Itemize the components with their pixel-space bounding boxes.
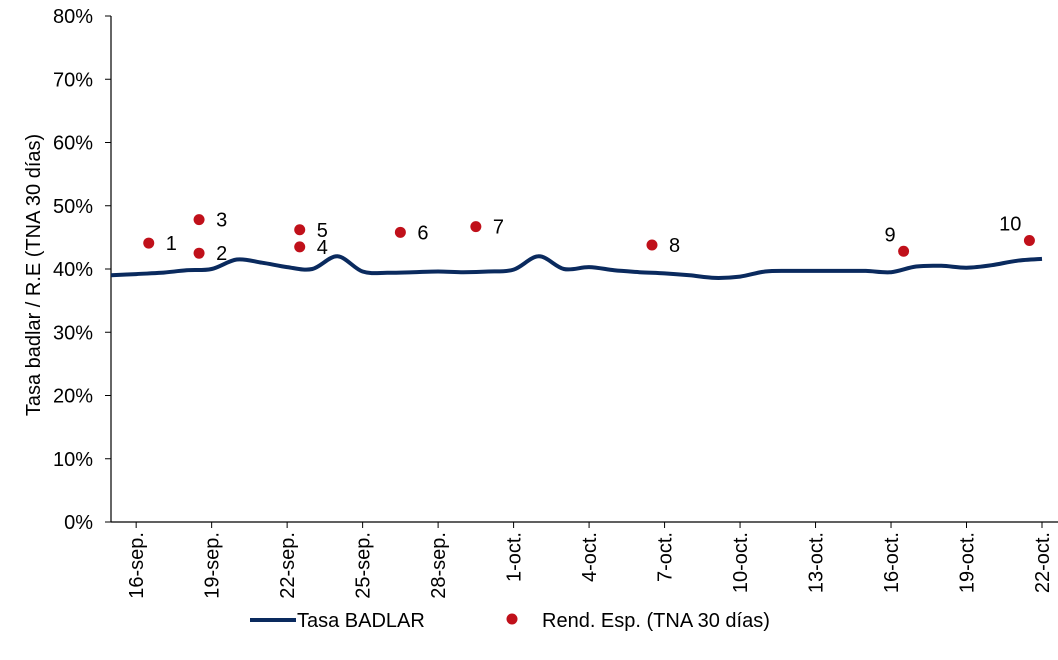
x-tick-label: 22-oct. — [1032, 532, 1054, 593]
x-tick-label: 22-sep. — [277, 532, 299, 599]
x-tick-label: 1-oct. — [504, 532, 526, 582]
y-tick-label: 30% — [53, 322, 93, 344]
x-tick-label: 13-oct. — [806, 532, 828, 593]
y-axis-ticks: 0% 10% 20% 30% 40% 50% 60% 70% 80% — [53, 6, 111, 534]
rend-esp-point — [294, 241, 306, 253]
y-tick-label: 50% — [53, 196, 93, 218]
point-label: 5 — [317, 220, 328, 242]
point-label: 6 — [417, 222, 428, 244]
y-tick-label: 10% — [53, 449, 93, 471]
y-tick-label: 70% — [53, 69, 93, 91]
rend-esp-point — [898, 245, 910, 257]
x-axis-ticks: 16-sep. 19-sep. 22-sep. 25-sep. 28-sep. 1-oct… — [126, 522, 1054, 599]
rend-esp-point — [646, 239, 658, 251]
rend-esp-point — [470, 221, 482, 233]
x-tick-label: 19-sep. — [202, 532, 224, 599]
point-label: 8 — [669, 235, 680, 257]
point-label: 7 — [493, 217, 504, 239]
badlar-line — [110, 254, 1043, 280]
y-axis-title: Tasa badlar / R.E (TNA 30 días) — [23, 134, 45, 416]
legend-label-rend-esp: Rend. Esp. (TNA 30 días) — [542, 610, 770, 632]
x-tick-label: 7-oct. — [655, 532, 677, 582]
point-label: 2 — [216, 243, 227, 265]
y-tick-label: 20% — [53, 386, 93, 408]
rend-esp-point — [193, 247, 205, 259]
y-tick-label: 40% — [53, 259, 93, 281]
x-tick-label: 10-oct. — [730, 532, 752, 593]
series-tasa-badlar — [110, 254, 1043, 280]
x-tick-label: 28-sep. — [428, 532, 450, 599]
x-tick-label: 19-oct. — [957, 532, 979, 593]
point-label: 10 — [999, 214, 1021, 236]
point-label: 9 — [884, 224, 895, 246]
point-label: 4 — [317, 237, 328, 259]
point-label: 1 — [166, 233, 177, 255]
y-tick-label: 80% — [53, 6, 93, 28]
x-tick-label: 25-sep. — [353, 532, 375, 599]
y-tick-label: 0% — [64, 512, 93, 534]
rend-esp-point — [193, 214, 205, 226]
point-label: 3 — [216, 210, 227, 232]
x-tick-label: 16-sep. — [126, 532, 148, 599]
series-rend-esp: 1 2 3 45 6 7 8 9 10 — [143, 210, 1035, 265]
rend-esp-point — [294, 224, 306, 236]
y-tick-label: 60% — [53, 133, 93, 155]
legend: Tasa BADLAR Rend. Esp. (TNA 30 días) — [250, 610, 770, 632]
x-tick-label: 16-oct. — [881, 532, 903, 593]
rend-esp-point — [143, 237, 155, 249]
legend-label-tasa-badlar: Tasa BADLAR — [297, 610, 425, 632]
x-tick-label: 4-oct. — [579, 532, 601, 582]
rend-esp-point — [1023, 235, 1035, 247]
rend-esp-point — [394, 226, 406, 238]
legend-dot-swatch — [506, 613, 518, 625]
